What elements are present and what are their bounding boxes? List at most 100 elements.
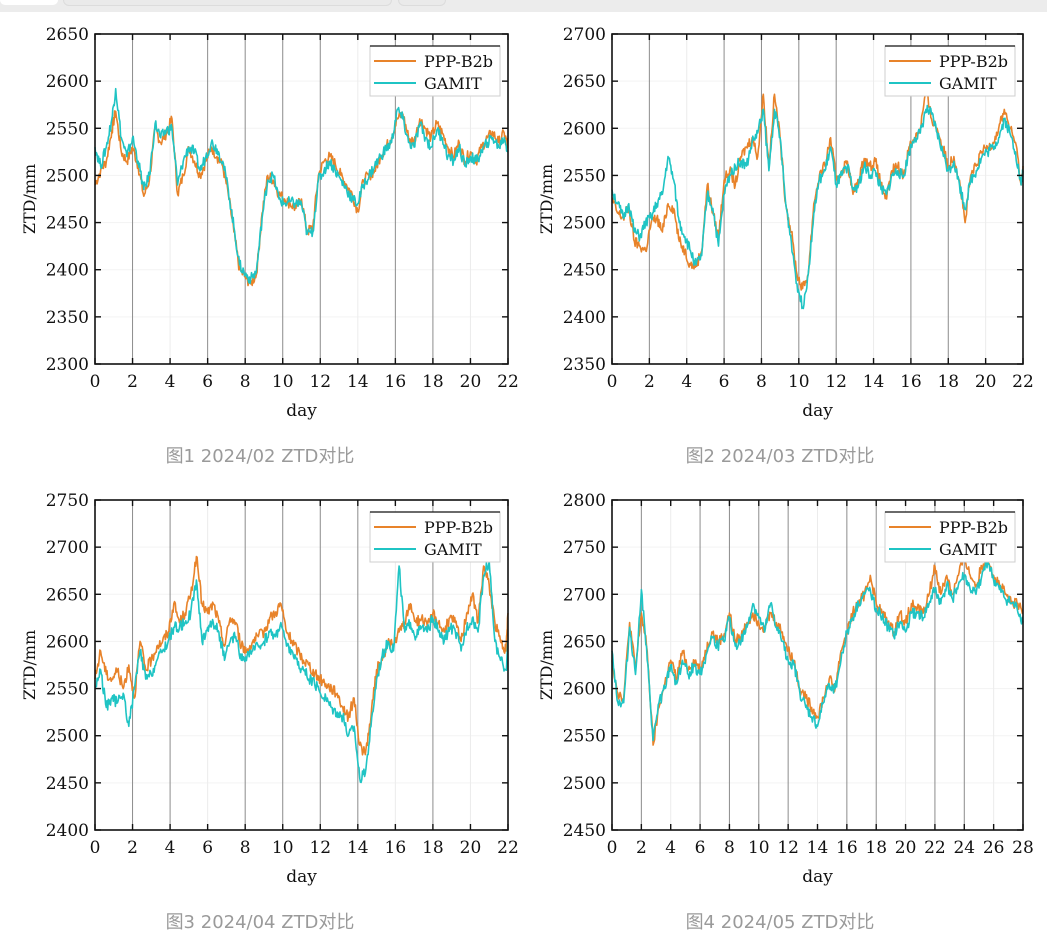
x-tick-label: 6	[719, 372, 730, 392]
y-tick-label: 2600	[46, 632, 89, 652]
figure-caption-1: 图1 2024/02 ZTD对比	[165, 446, 355, 467]
y-tick-label: 2500	[563, 214, 606, 234]
y-tick-label: 2500	[563, 774, 606, 794]
x-tick-label: 22	[924, 838, 946, 858]
figure-caption-3: 图3 2024/04 ZTD对比	[165, 912, 355, 933]
y-axis-label: ZTD/mm	[537, 164, 556, 234]
x-tick-label: 12	[777, 838, 799, 858]
y-tick-label: 2650	[563, 632, 606, 652]
toolbar-button[interactable]	[398, 0, 446, 6]
x-tick-label: 8	[756, 372, 767, 392]
y-tick-label: 2450	[46, 214, 89, 234]
chart-svg-4: 0 2 4 6 8 10 12 14 16 18 20 22 24 26 28245025002550260…	[537, 491, 1034, 887]
x-axis-label: day	[286, 867, 317, 887]
x-tick-label: 16	[385, 372, 407, 392]
series-line-gamit	[94, 87, 509, 285]
y-tick-label: 2500	[46, 727, 89, 747]
x-tick-label: 14	[347, 838, 369, 858]
x-tick-label: 10	[748, 838, 770, 858]
y-tick-label: 2750	[46, 491, 89, 511]
x-tick-label: 22	[497, 838, 519, 858]
x-tick-label: 0	[607, 838, 618, 858]
x-tick-label: 6	[202, 372, 213, 392]
chart-panel-2: 0 2 4 6 8 10 12 14 16 18 20 22 2350 2400 2450 2500 2550 2…	[520, 12, 1040, 478]
series-line-ppp-b2b	[94, 555, 509, 756]
x-tick-label: 26	[983, 838, 1005, 858]
x-tick-label: 16	[385, 838, 407, 858]
y-tick-label: 2600	[563, 680, 606, 700]
x-tick-label: 0	[607, 372, 618, 392]
active-tab[interactable]	[0, 0, 58, 5]
y-tick-label: 2450	[46, 774, 89, 794]
y-tick-label: 2650	[46, 585, 89, 605]
y-tick-label: 2600	[46, 72, 89, 92]
x-tick-label: 16	[836, 838, 858, 858]
x-tick-label: 14	[807, 838, 829, 858]
y-tick-label: 2300	[46, 355, 89, 375]
legend-box	[884, 511, 1016, 563]
x-tick-label: 10	[788, 372, 810, 392]
chart-svg-1: 0 2 4 6 8 10 12 14 16 18 20 22 2300 2350 2400 2450 2500 2…	[20, 25, 519, 421]
chart-panel-1: 0 2 4 6 8 10 12 14 16 18 20 22 2300 2350 2400 2450 2500 2…	[0, 12, 520, 478]
legend-label: PPP-B2b	[939, 52, 1008, 71]
x-tick-label: 4	[665, 838, 676, 858]
x-tick-label: 18	[422, 372, 444, 392]
chart-panel-4: 0 2 4 6 8 10 12 14 16 18 20 22 24 26 28 2450 2500 2550 260…	[520, 478, 1040, 944]
legend-label: PPP-B2b	[939, 518, 1008, 537]
x-tick-label: 6	[695, 838, 706, 858]
y-axis-label: ZTD/mm	[537, 630, 556, 700]
y-tick-label: 2550	[46, 119, 89, 139]
y-axis-label: ZTD/mm	[20, 630, 39, 700]
x-tick-label: 8	[240, 372, 251, 392]
legend-label: GAMIT	[424, 540, 482, 559]
series-line-ppp-b2b	[611, 552, 1024, 746]
legend-label: GAMIT	[424, 74, 482, 93]
legend-label: PPP-B2b	[424, 518, 493, 537]
series-line-gamit	[611, 104, 1024, 310]
x-tick-label: 22	[1012, 372, 1034, 392]
x-tick-label: 16	[900, 372, 922, 392]
x-tick-label: 10	[272, 838, 294, 858]
y-tick-label: 2350	[46, 308, 89, 328]
y-tick-label: 2500	[46, 166, 89, 186]
x-tick-label: 4	[165, 838, 176, 858]
x-tick-label: 20	[460, 838, 482, 858]
y-axis-label: ZTD/mm	[20, 164, 39, 234]
x-tick-label: 14	[863, 372, 885, 392]
x-tick-label: 18	[422, 838, 444, 858]
x-tick-label: 8	[240, 838, 251, 858]
x-tick-label: 12	[309, 838, 331, 858]
address-bar[interactable]	[63, 0, 392, 6]
chart-panel-3: 0 2 4 6 8 10 12 14 16 18 20 22 2400 2450 2500 2550 2600 2…	[0, 478, 520, 944]
x-tick-label: 2	[636, 838, 647, 858]
legend-label: GAMIT	[939, 540, 997, 559]
x-tick-label: 12	[309, 372, 331, 392]
y-tick-label: 2400	[563, 308, 606, 328]
legend-box	[369, 45, 501, 97]
y-tick-label: 2450	[563, 821, 606, 841]
x-tick-label: 8	[724, 838, 735, 858]
x-axis-label: day	[802, 867, 833, 887]
x-tick-label: 2	[127, 372, 138, 392]
x-tick-label: 6	[202, 838, 213, 858]
x-tick-label: 18	[865, 838, 887, 858]
series-line-ppp-b2b	[94, 110, 509, 287]
series-line-gamit	[611, 560, 1024, 742]
x-tick-label: 22	[497, 372, 519, 392]
y-tick-label: 2550	[563, 727, 606, 747]
chart-svg-3: 0 2 4 6 8 10 12 14 16 18 20 22 2400 2450 2500 2550 2600 2…	[20, 491, 519, 887]
x-tick-label: 10	[272, 372, 294, 392]
x-tick-label: 20	[975, 372, 997, 392]
y-tick-label: 2400	[46, 821, 89, 841]
y-tick-label: 2450	[563, 261, 606, 281]
x-tick-label: 0	[90, 838, 101, 858]
plot-frame	[94, 33, 509, 365]
y-tick-label: 2400	[46, 261, 89, 281]
x-axis-label: day	[802, 401, 833, 421]
chart-svg-2: 0 2 4 6 8 10 12 14 16 18 20 22 2350 2400 2450 2500 2550 2…	[537, 25, 1034, 421]
y-tick-label: 2600	[563, 119, 606, 139]
x-tick-label: 28	[1012, 838, 1034, 858]
x-axis-label: day	[286, 401, 317, 421]
legend-label: PPP-B2b	[424, 52, 493, 71]
x-tick-label: 2	[644, 372, 655, 392]
